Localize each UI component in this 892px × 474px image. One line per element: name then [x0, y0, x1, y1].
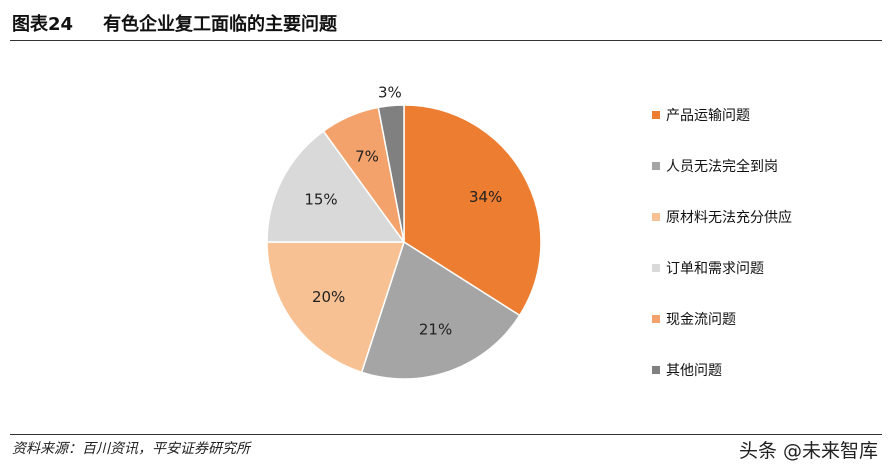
legend-label: 原材料无法充分供应 — [666, 210, 792, 226]
legend-swatch — [652, 264, 660, 272]
title-bar: 图表24 有色企业复工面临的主要问题 — [10, 6, 882, 41]
legend-item-1: 产品运输问题 — [652, 104, 792, 126]
footer-divider — [10, 434, 882, 435]
legend-item-5: 现金流问题 — [652, 308, 792, 330]
legend-label: 人员无法完全到岗 — [666, 159, 778, 175]
data-label-6: 3% — [378, 84, 402, 102]
pie-slice-1 — [403, 104, 542, 317]
legend-swatch — [652, 213, 660, 221]
data-label-3: 20% — [312, 288, 345, 306]
pie-slice-2 — [360, 240, 521, 380]
pie-slice-3 — [266, 241, 406, 374]
legend-item-3: 原材料无法充分供应 — [652, 206, 792, 228]
legend-item-6: 其他问题 — [652, 359, 792, 381]
data-label-4: 15% — [304, 191, 337, 209]
legend-item-2: 人员无法完全到岗 — [652, 155, 792, 177]
pie-slice-4 — [266, 130, 406, 243]
data-label-2: 21% — [419, 321, 452, 339]
pie-slice-6 — [377, 104, 405, 243]
legend-swatch — [652, 315, 660, 323]
source-note: 资料来源：百川资讯，平安证券研究所 — [12, 441, 250, 457]
watermark: 头条 @未来智库 — [738, 440, 878, 462]
legend-label: 产品运输问题 — [666, 108, 750, 124]
legend-swatch — [652, 162, 660, 170]
legend: 产品运输问题人员无法完全到岗 原材料无法充分供应 订单和需求问题 现金流问题其他问题 — [652, 104, 792, 410]
legend-label: 现金流问题 — [666, 312, 736, 328]
legend-swatch — [652, 111, 660, 119]
legend-swatch — [652, 366, 660, 374]
legend-item-4: 订单和需求问题 — [652, 257, 792, 279]
chart-title: 有色企业复工面临的主要问题 — [103, 14, 338, 35]
data-label-5: 7% — [355, 148, 379, 166]
legend-label: 订单和需求问题 — [666, 261, 764, 277]
figure-number: 图表24 — [12, 14, 74, 35]
legend-label: 其他问题 — [666, 363, 722, 379]
data-label-1: 34% — [469, 188, 502, 206]
